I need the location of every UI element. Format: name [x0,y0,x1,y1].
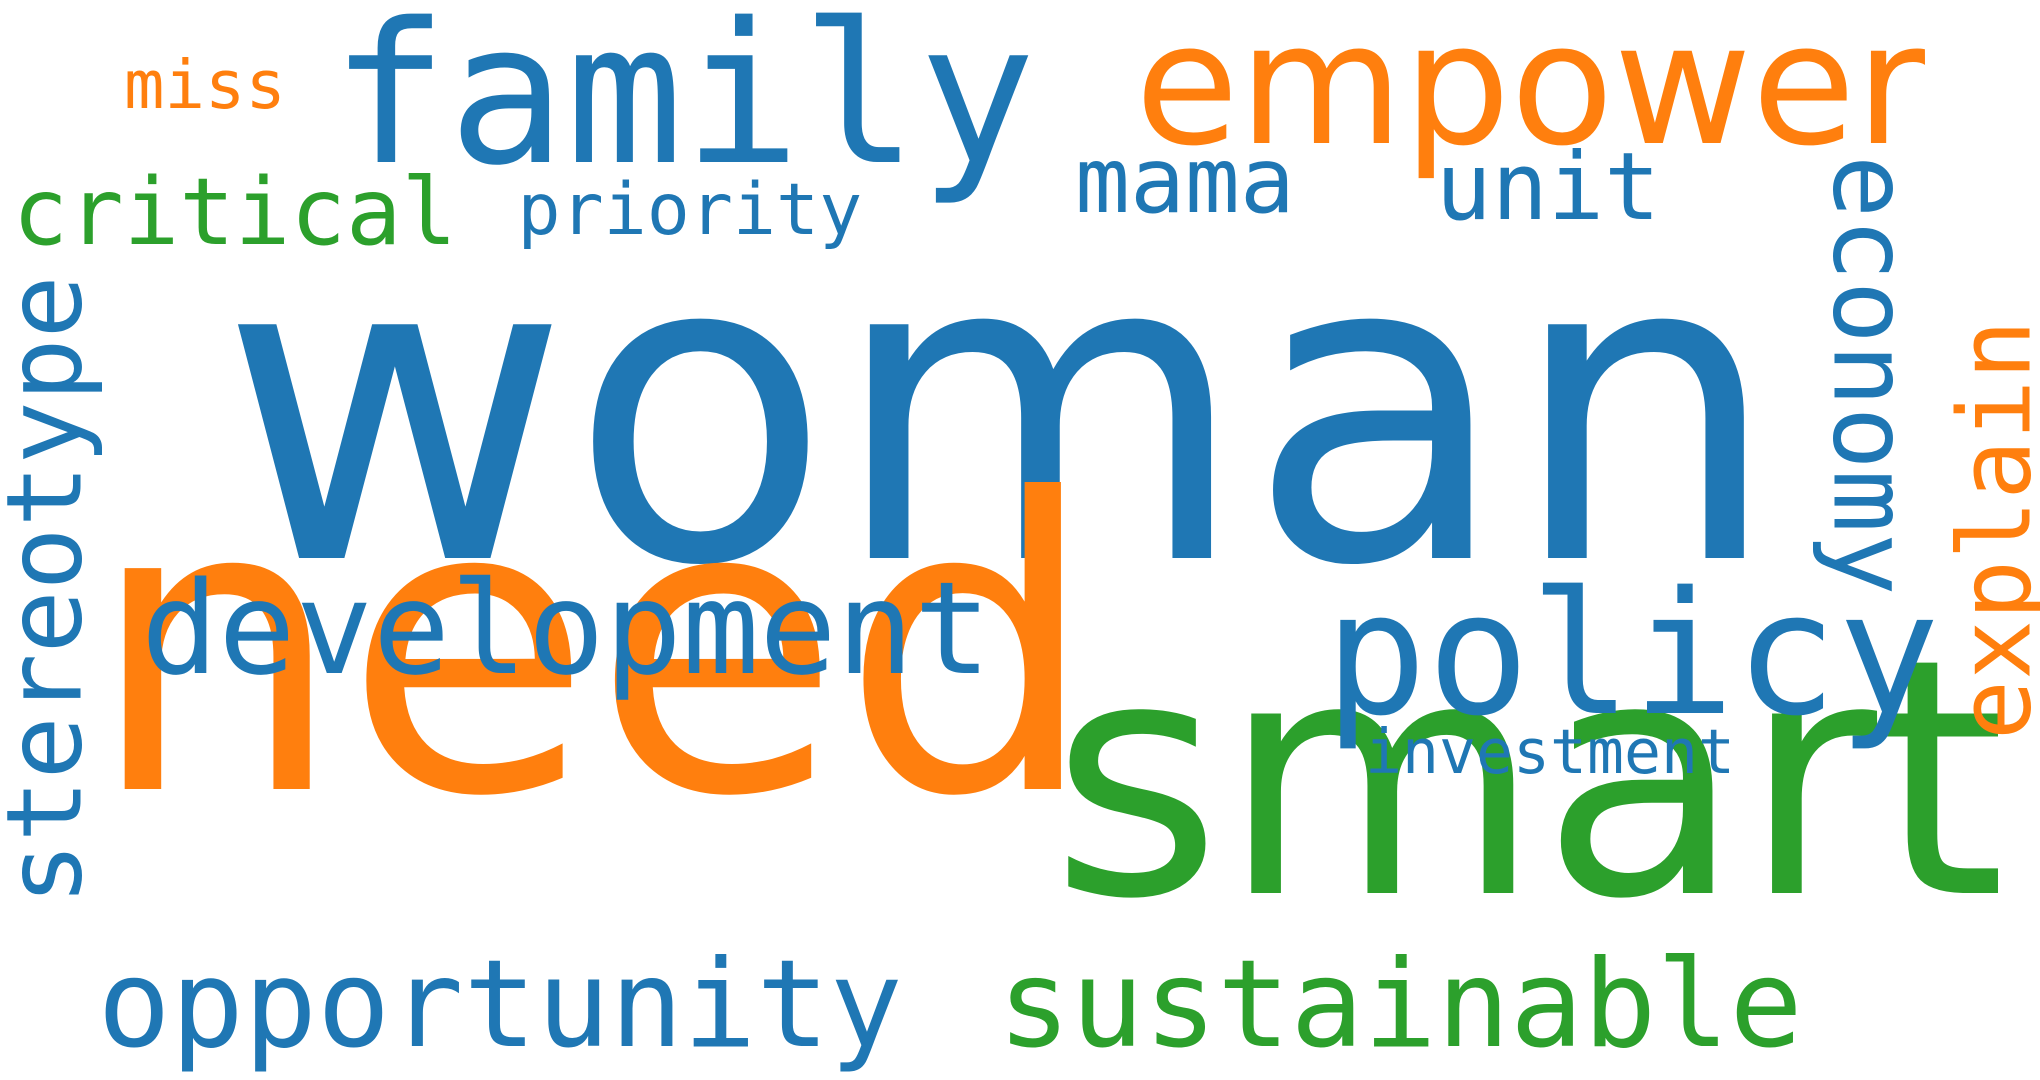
word-policy: policy [1324,556,1940,754]
word-miss: miss [124,45,286,124]
word-need: need [88,415,1098,885]
word-critical: critical [12,158,458,266]
word-opportunity: opportunity [97,933,903,1075]
word-sustainable: sustainable [997,933,1803,1075]
word-priority: priority [517,168,863,251]
word-stereotype: stereotype [0,274,106,905]
word-family: family [330,0,1036,209]
word-mama: mama [1075,126,1295,234]
word-economy: economy [1809,154,1932,595]
word-woman: woman [220,160,1781,659]
word-unit: unit [1435,132,1661,242]
word-investment: investment [1365,716,1735,788]
word-empower: empower [1135,0,1925,183]
word-smart: smart [1050,589,2006,971]
word-development: development [141,555,992,704]
word-explain: explain [1936,319,2040,741]
